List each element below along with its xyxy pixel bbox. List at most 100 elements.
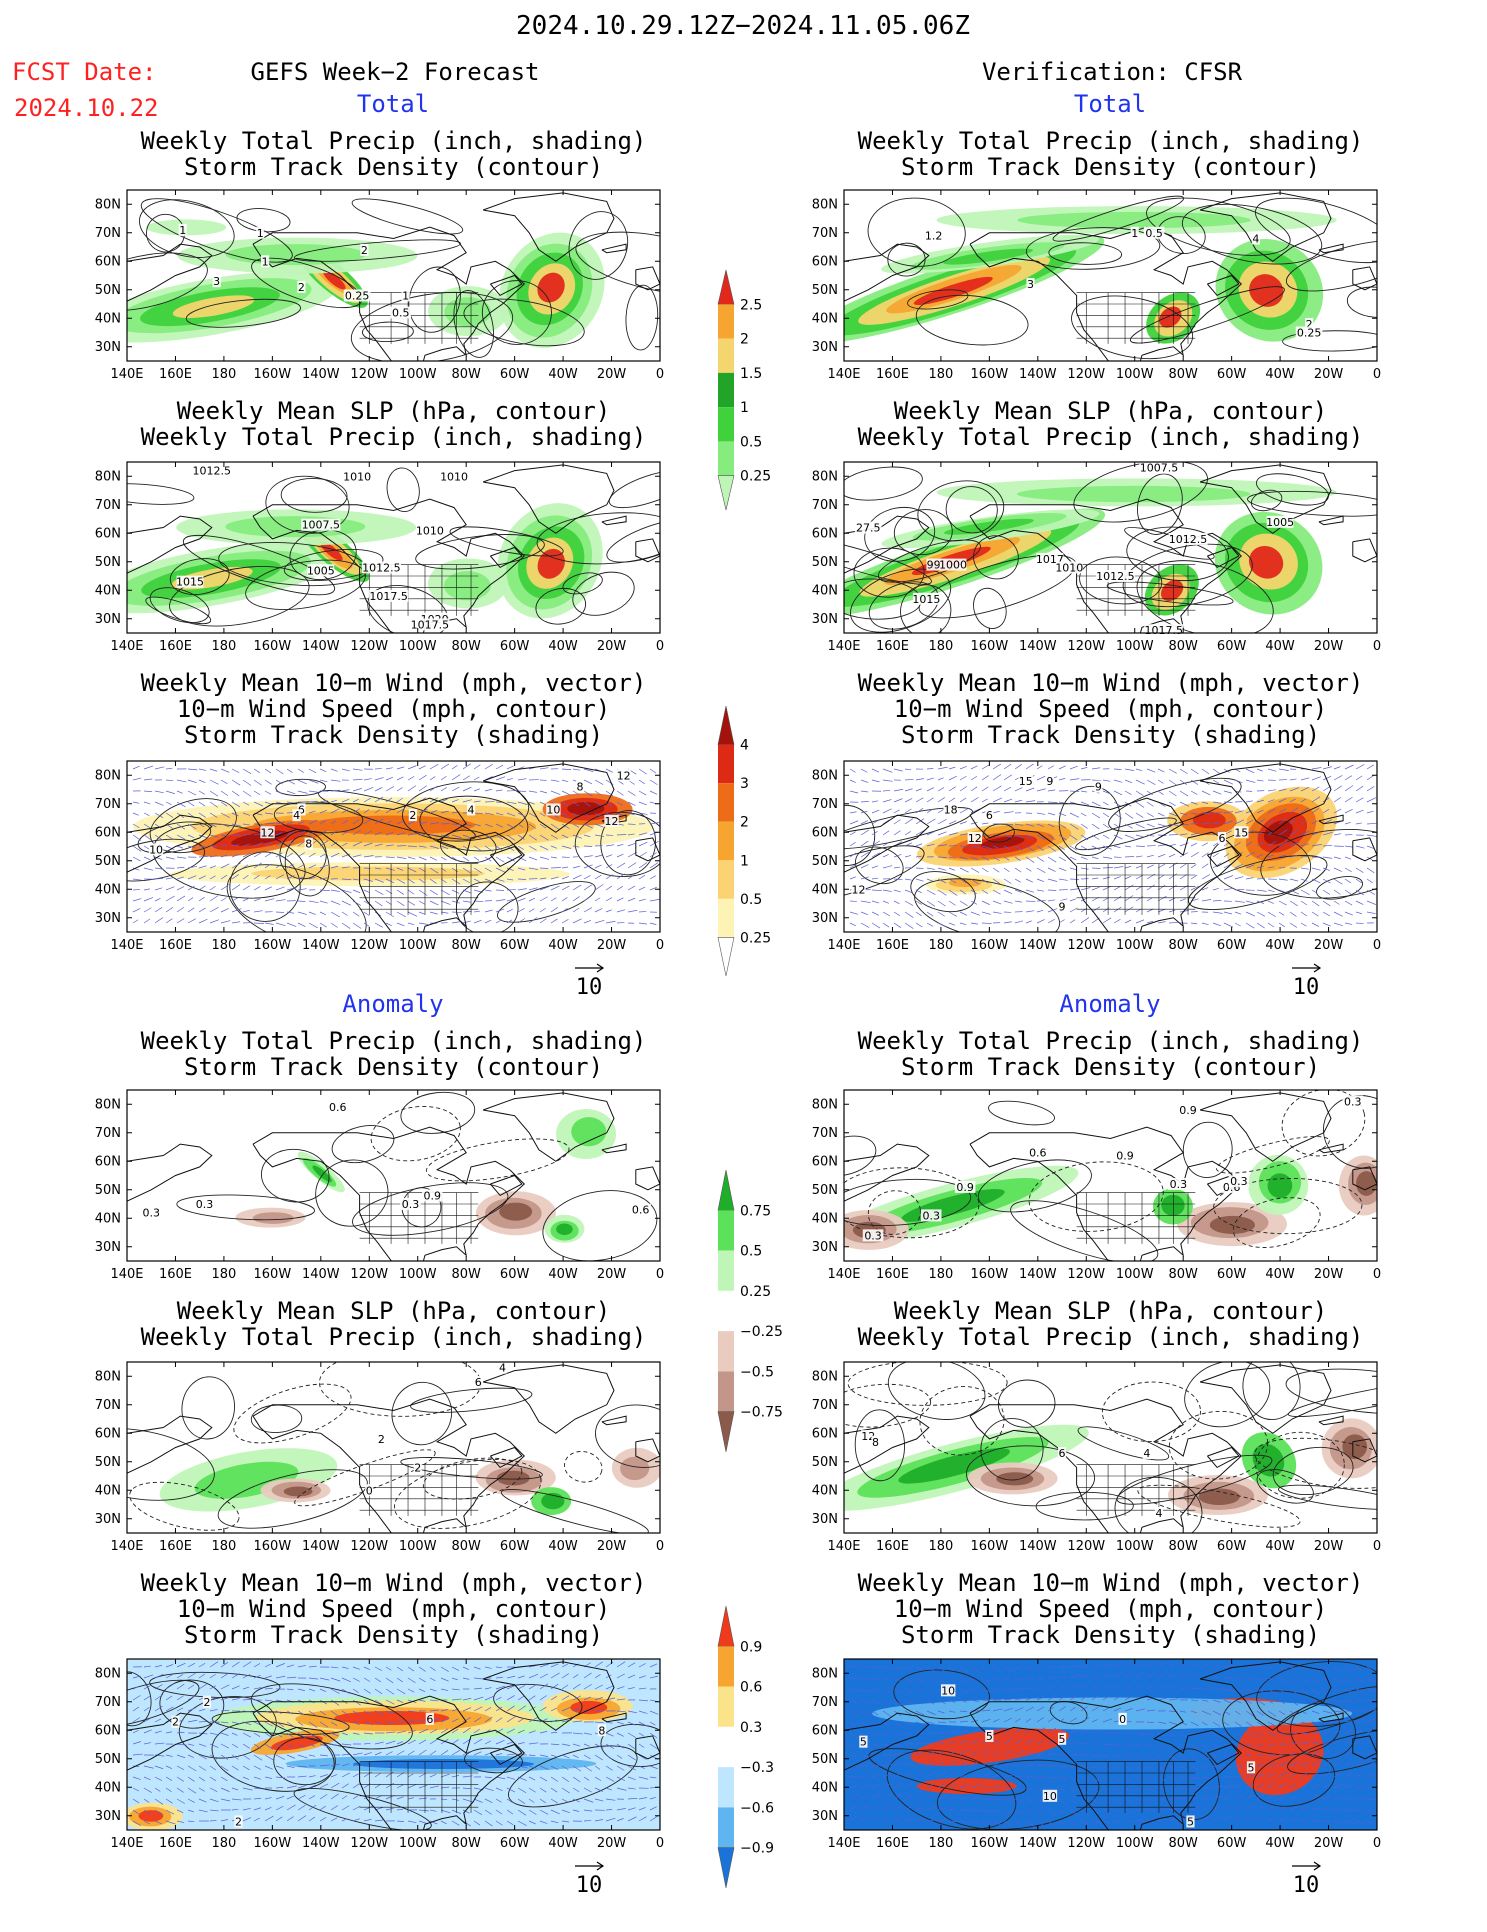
contour-label: 5 bbox=[986, 1730, 993, 1743]
x-tick-label: 160W bbox=[254, 1267, 292, 1282]
x-tick-label: 0 bbox=[656, 1836, 664, 1851]
x-tick-label: 180 bbox=[211, 1539, 236, 1554]
colorbar-tick-label: 4 bbox=[740, 738, 749, 754]
contour-label: 2 bbox=[361, 244, 368, 257]
x-tick-label: 20W bbox=[597, 1267, 627, 1282]
y-tick-label: 60N bbox=[812, 254, 838, 269]
x-tick-label: 140W bbox=[302, 1836, 340, 1851]
y-tick-label: 50N bbox=[95, 283, 121, 298]
vector-scale-reference: 10 bbox=[1284, 962, 1334, 1006]
contour-label: 15 bbox=[1234, 826, 1248, 839]
y-tick-label: 40N bbox=[812, 882, 838, 897]
panel-title-line: Weekly Mean SLP (hPa, contour) bbox=[894, 1298, 1327, 1324]
x-tick-label: 80W bbox=[451, 1539, 481, 1554]
vector-scale-reference: 10 bbox=[567, 1860, 617, 1904]
x-tick-label: 80W bbox=[451, 639, 481, 654]
colorbar-tick-label: −0.9 bbox=[740, 1841, 774, 1857]
contour-label: 12 bbox=[852, 883, 866, 896]
y-tick-label: 60N bbox=[95, 526, 121, 541]
contour-label: 0.6 bbox=[329, 1101, 347, 1114]
contour-label: 1007.5 bbox=[1140, 462, 1179, 475]
x-tick-label: 140E bbox=[827, 938, 860, 953]
contour-label: 0.9 bbox=[424, 1189, 442, 1202]
y-tick-label: 70N bbox=[812, 498, 838, 513]
contour-label: 5 bbox=[860, 1736, 867, 1749]
x-tick-label: 60W bbox=[1217, 1836, 1247, 1851]
contour-label: 1012.5 bbox=[1096, 570, 1135, 583]
contour-label: 8 bbox=[872, 1436, 879, 1449]
x-tick-label: 20W bbox=[1314, 1267, 1344, 1282]
svg-text:10: 10 bbox=[1293, 1873, 1320, 1898]
contour-label: 0.3 bbox=[864, 1229, 882, 1242]
contour-label: 0 bbox=[1119, 1713, 1126, 1726]
colorbar-tick-label: 0.25 bbox=[740, 1284, 771, 1300]
y-tick-label: 70N bbox=[95, 1126, 121, 1141]
x-tick-label: 80W bbox=[1168, 938, 1198, 953]
x-tick-label: 160W bbox=[971, 938, 1009, 953]
x-tick-label: 60W bbox=[1217, 1267, 1247, 1282]
panel-title-line: 10−m Wind Speed (mph, contour) bbox=[894, 1596, 1327, 1622]
colorbar-tick-label: 0.25 bbox=[740, 930, 771, 946]
x-tick-label: 120W bbox=[350, 1267, 388, 1282]
y-tick-label: 60N bbox=[812, 1723, 838, 1738]
x-tick-label: 160E bbox=[876, 1836, 909, 1851]
x-tick-label: 40W bbox=[548, 938, 578, 953]
x-tick-label: 140E bbox=[827, 1836, 860, 1851]
y-tick-label: 60N bbox=[95, 254, 121, 269]
x-tick-label: 100W bbox=[1116, 1836, 1154, 1851]
x-tick-label: 160E bbox=[876, 639, 909, 654]
contour-label: 1007.5 bbox=[302, 519, 341, 532]
y-tick-label: 70N bbox=[95, 797, 121, 812]
x-tick-label: 140E bbox=[827, 1539, 860, 1554]
x-tick-label: 20W bbox=[597, 367, 627, 382]
contour-label: 1 bbox=[257, 227, 264, 240]
total-section-label-right: Total bbox=[1074, 92, 1146, 116]
y-tick-label: 40N bbox=[95, 1211, 121, 1226]
contour-label: 10 bbox=[149, 843, 163, 856]
y-tick-label: 50N bbox=[95, 854, 121, 869]
panel-title-line: Storm Track Density (shading) bbox=[901, 722, 1320, 748]
panel-title-line: Storm Track Density (shading) bbox=[184, 722, 603, 748]
contour-label: 1010 bbox=[416, 524, 444, 537]
colorbar-tick-label: 0.25 bbox=[740, 469, 771, 485]
x-tick-label: 140W bbox=[302, 367, 340, 382]
panel-title-line: Storm Track Density (contour) bbox=[901, 1054, 1320, 1080]
x-tick-label: 60W bbox=[1217, 639, 1247, 654]
contour-label: 1 bbox=[402, 289, 409, 302]
x-tick-label: 120W bbox=[1067, 1267, 1105, 1282]
contour-label: 10 bbox=[941, 1684, 955, 1697]
y-tick-label: 70N bbox=[812, 1126, 838, 1141]
x-tick-label: 160E bbox=[159, 1267, 192, 1282]
contour-label: 10 bbox=[546, 803, 560, 816]
contour-label: 1015 bbox=[912, 593, 940, 606]
contour-label: 1000 bbox=[939, 559, 967, 572]
x-tick-label: 140W bbox=[302, 1539, 340, 1554]
panel-title-line: Weekly Total Precip (inch, shading) bbox=[858, 128, 1364, 154]
panel-title-line: Storm Track Density (shading) bbox=[901, 1622, 1320, 1648]
x-tick-label: 0 bbox=[1373, 367, 1381, 382]
x-tick-label: 120W bbox=[350, 367, 388, 382]
contour-label: 10 bbox=[1043, 1790, 1057, 1803]
x-tick-label: 140E bbox=[110, 1267, 143, 1282]
anomaly-section-label-right: Anomaly bbox=[1059, 992, 1160, 1016]
y-tick-label: 30N bbox=[812, 911, 838, 926]
panel-title-line: 10−m Wind Speed (mph, contour) bbox=[177, 1596, 610, 1622]
contour-label: 0 bbox=[366, 1484, 373, 1497]
x-tick-label: 100W bbox=[399, 1539, 437, 1554]
y-tick-label: 60N bbox=[95, 1426, 121, 1441]
contour-label: 1012.5 bbox=[362, 561, 401, 574]
x-tick-label: 20W bbox=[1314, 1539, 1344, 1554]
x-tick-label: 40W bbox=[1265, 1539, 1295, 1554]
contour-label: 5 bbox=[1187, 1815, 1194, 1828]
x-tick-label: 0 bbox=[1373, 1267, 1381, 1282]
y-tick-label: 50N bbox=[812, 1752, 838, 1767]
y-tick-label: 80N bbox=[812, 768, 838, 783]
x-tick-label: 40W bbox=[548, 1267, 578, 1282]
x-tick-label: 80W bbox=[1168, 1836, 1198, 1851]
contour-label: 1010 bbox=[343, 470, 371, 483]
